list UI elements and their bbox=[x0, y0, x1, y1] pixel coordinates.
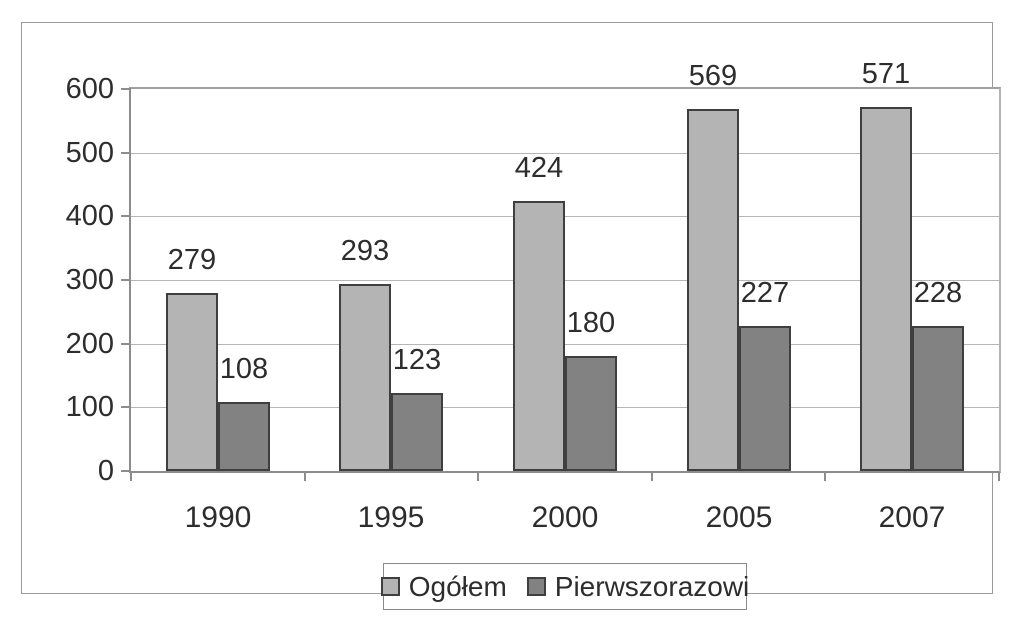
gridline bbox=[131, 343, 999, 345]
value-label: 424 bbox=[514, 152, 564, 184]
value-label: 569 bbox=[688, 60, 738, 92]
legend-label: Ogółem bbox=[408, 570, 507, 602]
bar-pierwszorazowi-1995 bbox=[391, 393, 443, 471]
bar-ogółem-2005 bbox=[687, 109, 739, 471]
bar-ogółem-1990 bbox=[166, 293, 218, 471]
y-axis-label: 600 bbox=[65, 73, 114, 105]
chart-frame: 279 108 293 123 424 180 569 227 571 228 Ogółem Pie… bbox=[21, 22, 1001, 610]
plot-area: 279 108 293 123 424 180 569 227 571 228 bbox=[129, 60, 1001, 473]
value-label: 571 bbox=[861, 58, 911, 90]
y-axis-label: 200 bbox=[65, 327, 114, 360]
y-axis-tick bbox=[121, 342, 131, 345]
x-axis-label: 2000 bbox=[531, 501, 599, 534]
gridline bbox=[131, 280, 999, 281]
x-axis-tick bbox=[651, 473, 653, 481]
y-axis-label: 0 bbox=[97, 455, 114, 487]
x-axis-label: 2007 bbox=[878, 501, 946, 534]
y-axis-label: 300 bbox=[65, 264, 114, 296]
legend-item: Ogółem bbox=[380, 570, 507, 602]
y-axis-tick bbox=[121, 151, 131, 154]
bar-pierwszorazowi-1990 bbox=[218, 402, 270, 471]
bar-ogółem-2007 bbox=[860, 107, 912, 471]
gridline bbox=[131, 152, 999, 154]
x-axis-tick bbox=[998, 473, 1000, 481]
y-axis-tick bbox=[121, 470, 131, 472]
gridline bbox=[131, 216, 999, 218]
value-label: 293 bbox=[340, 235, 390, 267]
x-axis-tick bbox=[824, 473, 826, 481]
legend-item: Pierwszorazowi bbox=[526, 570, 750, 602]
bar-pierwszorazowi-2000 bbox=[565, 356, 617, 471]
bar-ogółem-2000 bbox=[513, 201, 565, 471]
bar-pierwszorazowi-2005 bbox=[739, 326, 791, 471]
value-label: 279 bbox=[167, 244, 217, 276]
y-axis-tick bbox=[121, 88, 131, 90]
legend-swatch-icon bbox=[526, 577, 546, 596]
bar-ogółem-1995 bbox=[339, 284, 391, 471]
x-axis-label: 1990 bbox=[184, 501, 252, 534]
y-axis-tick bbox=[121, 215, 131, 218]
y-axis-label: 500 bbox=[65, 136, 114, 169]
legend-label: Pierwszorazowi bbox=[554, 570, 750, 602]
legend-swatch-icon bbox=[380, 577, 400, 596]
y-axis-tick bbox=[121, 279, 131, 281]
x-axis-tick bbox=[477, 473, 479, 481]
y-axis-label: 100 bbox=[65, 391, 114, 424]
x-axis-label: 1995 bbox=[357, 501, 425, 534]
y-axis-label: 400 bbox=[65, 200, 114, 233]
legend: Ogółem Pierwszorazowi bbox=[380, 563, 750, 610]
y-axis-tick bbox=[121, 406, 131, 409]
x-axis-tick bbox=[130, 473, 132, 481]
bar-pierwszorazowi-2007 bbox=[912, 326, 964, 471]
x-axis-label: 2005 bbox=[705, 501, 773, 534]
x-axis-tick bbox=[304, 473, 306, 481]
